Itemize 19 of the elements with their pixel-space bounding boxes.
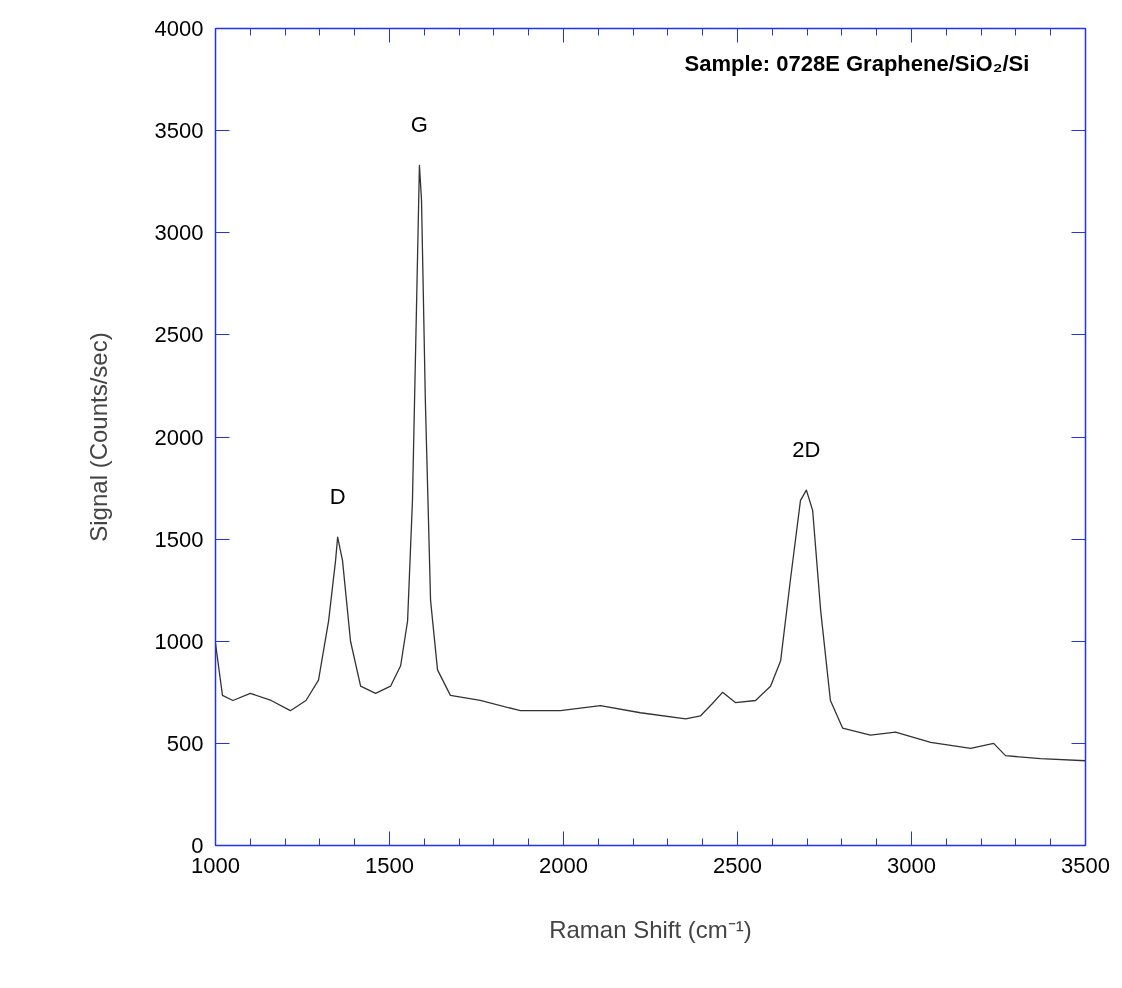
y-axis-title: Signal (Counts/sec) <box>84 332 112 542</box>
x-tick-label: 2000 <box>539 852 588 878</box>
x-tick-label: 1500 <box>365 852 414 878</box>
y-tick-label: 3000 <box>154 220 204 246</box>
y-tick-label: 2000 <box>154 424 204 450</box>
y-tick-label: 4000 <box>154 16 204 41</box>
y-tick-label: 1000 <box>154 628 204 654</box>
y-tick-label: 2500 <box>154 322 204 348</box>
x-axis-title: Raman Shift (cm⁻¹) <box>549 915 752 943</box>
x-tick-label: 3500 <box>1061 852 1110 878</box>
annotation: G <box>410 112 428 138</box>
annotation: D <box>329 484 346 510</box>
annotation: Sample: 0728E Graphene/SiO₂/Si <box>684 50 1030 76</box>
annotation: 2D <box>792 437 821 463</box>
x-tick-label: 2500 <box>713 852 762 878</box>
y-tick-label: 3500 <box>154 118 204 144</box>
x-tick-label: 3000 <box>887 852 936 878</box>
y-tick-label: 500 <box>166 730 204 756</box>
y-tick-label: 1500 <box>154 526 204 552</box>
